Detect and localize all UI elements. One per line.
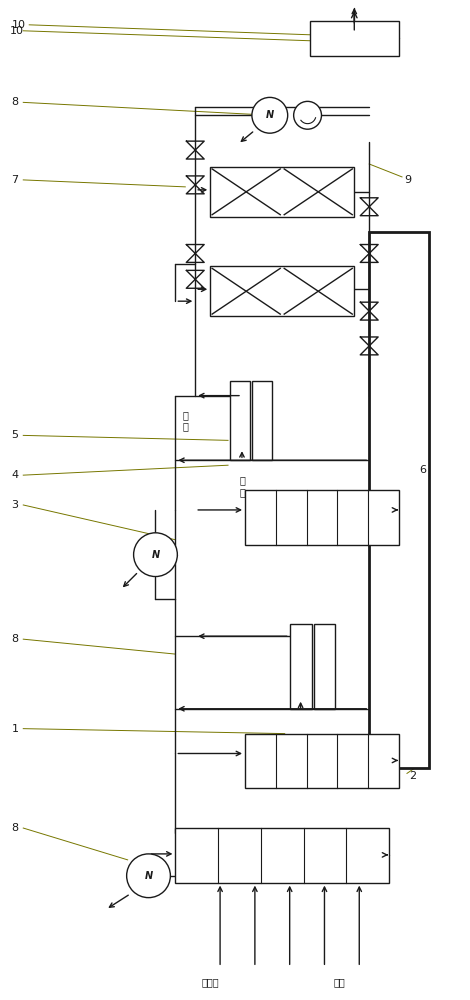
Bar xyxy=(175,828,389,883)
Text: 6: 6 xyxy=(419,465,426,475)
Text: 空
气: 空 气 xyxy=(239,475,245,497)
Text: 3: 3 xyxy=(11,500,18,510)
Text: 4: 4 xyxy=(11,470,18,480)
Bar xyxy=(210,167,354,217)
Text: 1: 1 xyxy=(11,724,18,734)
Text: 2: 2 xyxy=(409,771,416,781)
Bar xyxy=(230,381,250,460)
Bar xyxy=(369,232,429,768)
Circle shape xyxy=(294,101,321,129)
Bar xyxy=(313,624,336,709)
Text: 空
气: 空 气 xyxy=(182,410,188,431)
Text: 9: 9 xyxy=(404,175,411,185)
Text: 10: 10 xyxy=(11,20,25,30)
Text: N: N xyxy=(144,871,153,881)
Text: 酸性气: 酸性气 xyxy=(201,977,219,987)
Text: 8: 8 xyxy=(11,634,18,644)
Bar xyxy=(310,21,399,56)
Circle shape xyxy=(252,97,288,133)
Text: N: N xyxy=(266,110,274,120)
Text: 空气: 空气 xyxy=(334,977,345,987)
Text: 10: 10 xyxy=(9,26,24,36)
Text: 8: 8 xyxy=(11,823,18,833)
Circle shape xyxy=(126,854,171,898)
Text: 8: 8 xyxy=(11,97,18,107)
Bar xyxy=(290,624,312,709)
Bar xyxy=(252,381,272,460)
Bar xyxy=(245,490,399,545)
Bar xyxy=(245,734,399,788)
Circle shape xyxy=(133,533,177,577)
Text: N: N xyxy=(151,550,159,560)
Text: 7: 7 xyxy=(11,175,18,185)
Text: 5: 5 xyxy=(11,430,18,440)
Bar xyxy=(210,266,354,316)
